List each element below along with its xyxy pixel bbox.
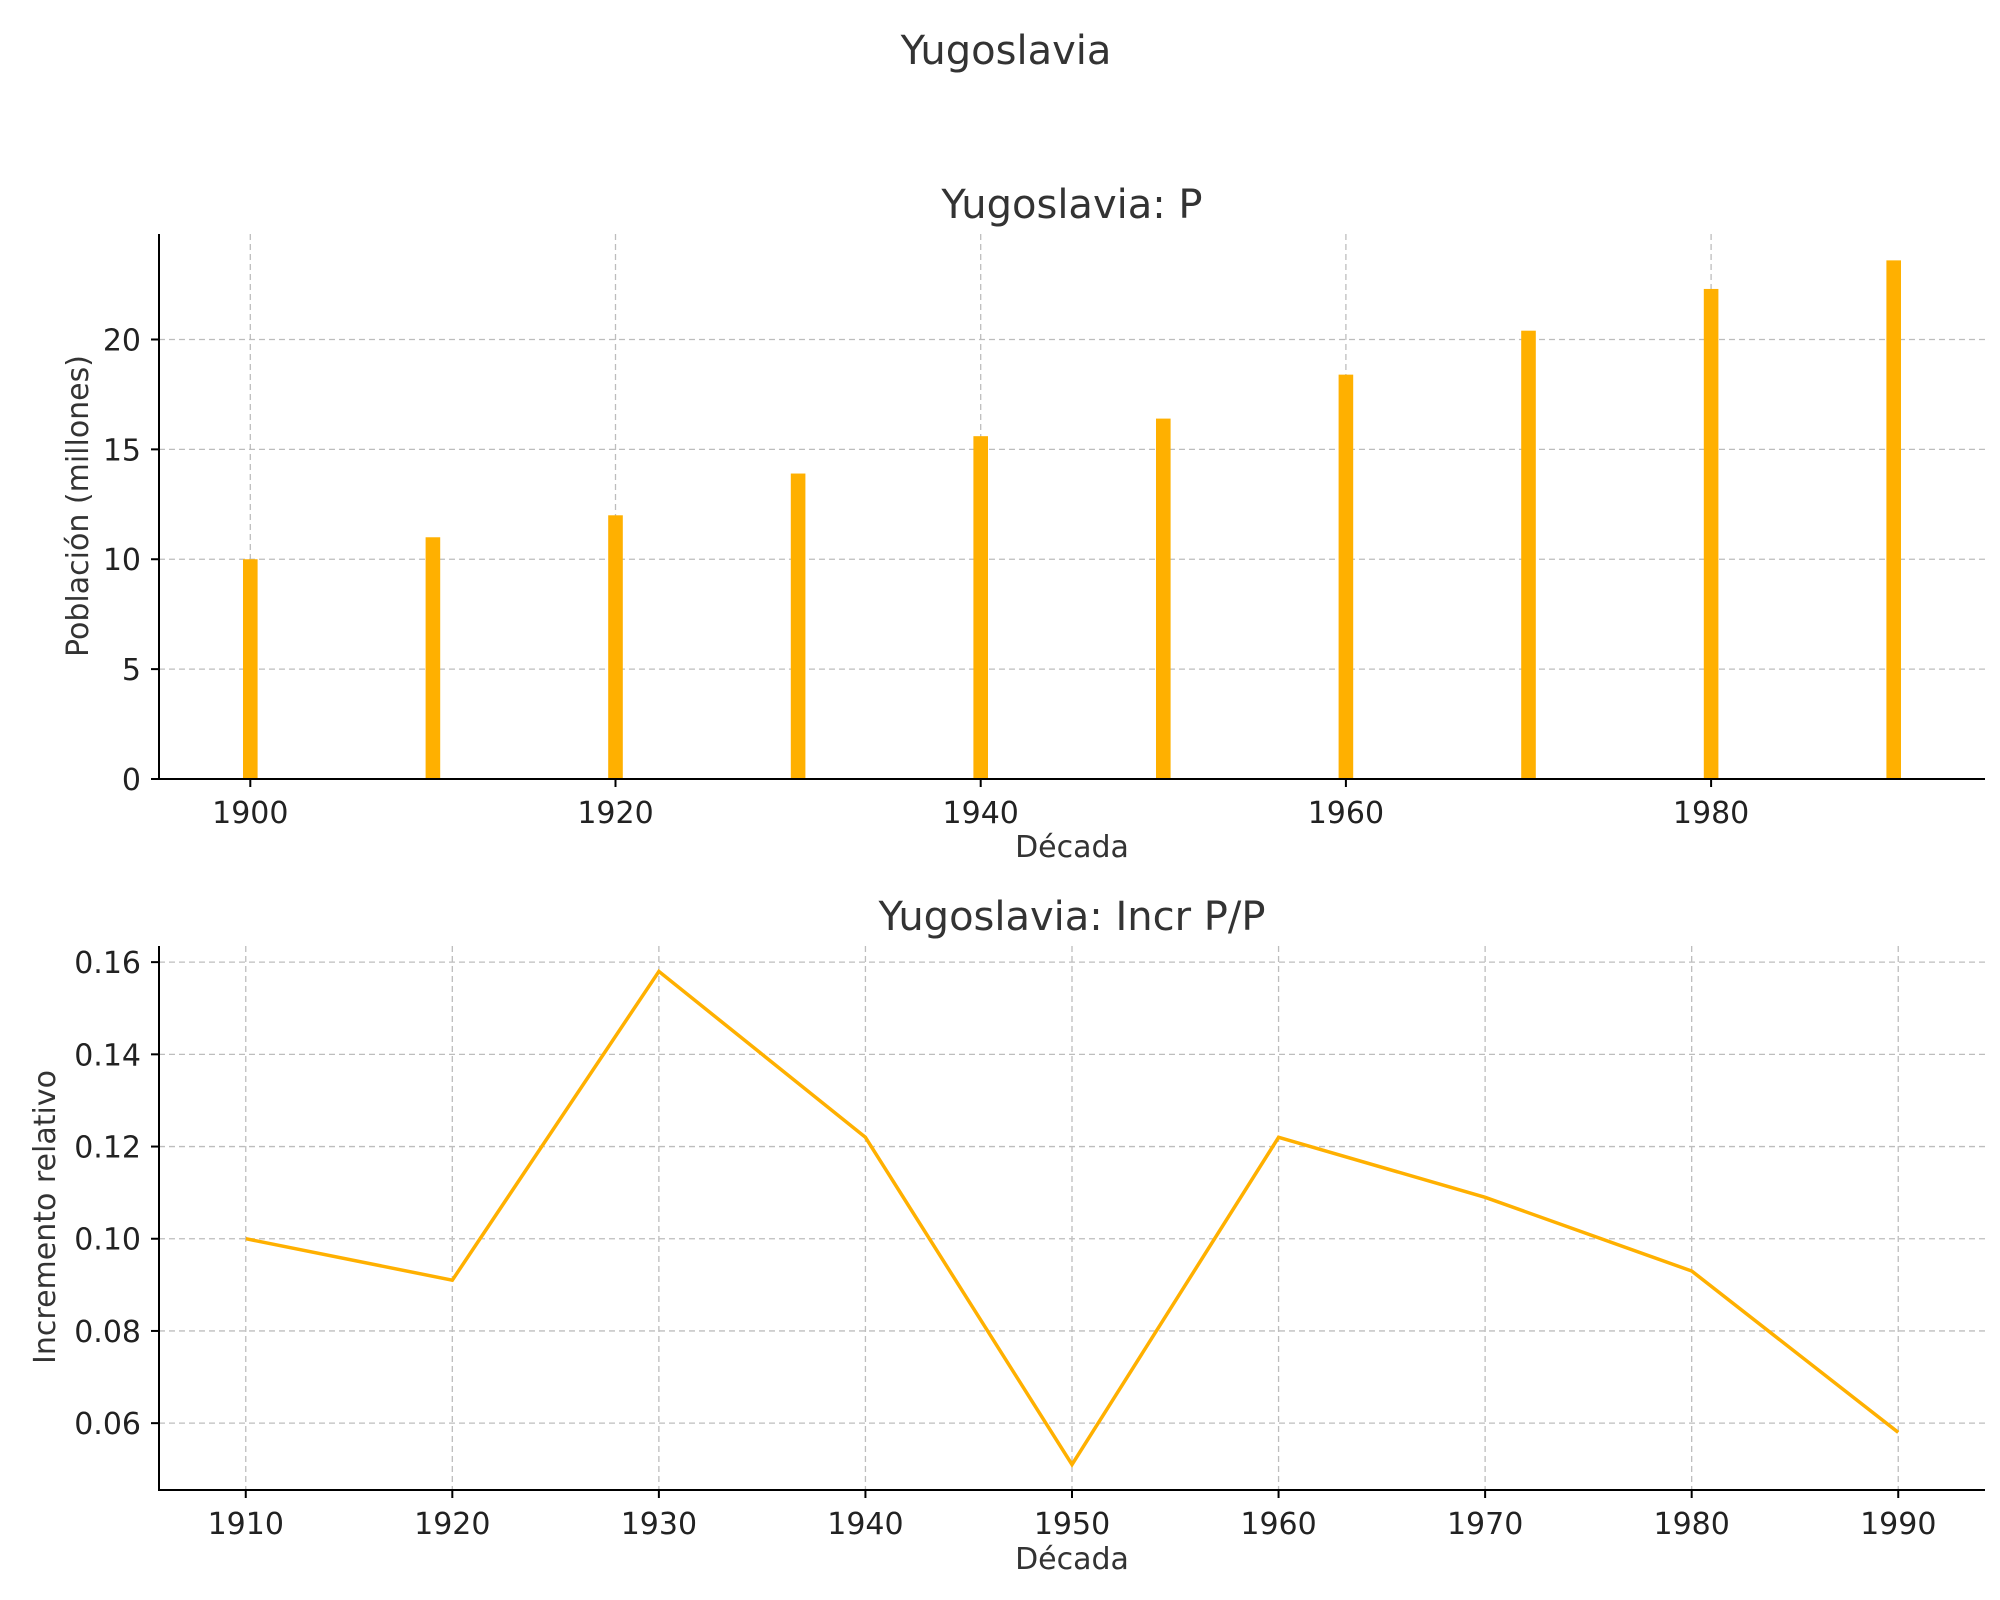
population-y-tick-label: 10 — [103, 543, 141, 578]
population-x-ticks: 1900 1920 1940 1960 1980 — [212, 779, 1749, 831]
increment-y-tick-label: 0.10 — [74, 1223, 141, 1258]
population-bar-1950 — [1155, 418, 1171, 779]
population-y-ticks: 0 5 10 15 20 — [103, 323, 159, 798]
population-x-tick-label: 1980 — [1673, 796, 1749, 831]
increment-y-tick-label: 0.12 — [74, 1131, 141, 1166]
increment-y-tick-label: 0.06 — [74, 1407, 141, 1442]
population-bar-1970 — [1521, 330, 1536, 779]
increment-grid — [159, 946, 1985, 1490]
increment-chart-title: Yugoslavia: Incr P/P — [877, 894, 1265, 940]
increment-x-tick-label: 1940 — [827, 1507, 903, 1542]
population-x-label: Década — [1015, 830, 1129, 865]
population-bar-1940 — [973, 436, 989, 779]
figure-title: Yugoslavia — [900, 28, 1112, 74]
increment-x-ticks: 1910 1920 1930 1940 1950 1960 1970 1980 1990 — [208, 1490, 1936, 1542]
relative-increment-line-chart: Yugoslavia: Incr P/P 1910 1920 1930 1940 195… — [28, 894, 1985, 1577]
population-y-tick-label: 0 — [122, 763, 141, 798]
increment-x-tick-label: 1920 — [414, 1507, 490, 1542]
increment-y-tick-label: 0.08 — [74, 1315, 141, 1350]
increment-y-label: Incremento relativo — [28, 1070, 63, 1364]
population-bars — [242, 260, 1902, 779]
population-bar-1920 — [608, 515, 623, 779]
increment-x-tick-label: 1930 — [621, 1507, 697, 1542]
population-bar-1980 — [1703, 288, 1719, 779]
population-x-tick-label: 1900 — [212, 796, 288, 831]
increment-series — [245, 968, 1900, 1468]
increment-y-ticks: 0.06 0.08 0.10 0.12 0.14 0.16 — [74, 946, 159, 1442]
increment-x-label: Década — [1015, 1542, 1129, 1577]
increment-x-tick-label: 1960 — [1240, 1507, 1316, 1542]
increment-x-tick-label: 1990 — [1860, 1507, 1936, 1542]
increment-x-tick-label: 1970 — [1447, 1507, 1523, 1542]
population-chart-title: Yugoslavia: P — [940, 182, 1202, 228]
increment-x-tick-label: 1910 — [208, 1507, 284, 1542]
population-x-tick-label: 1960 — [1308, 796, 1384, 831]
population-bar-chart: Yugoslavia: P 1900 1920 1940 1960 1980 0 5 10 1… — [61, 182, 1985, 865]
increment-y-tick-label: 0.16 — [74, 946, 141, 981]
population-bar-1900 — [242, 559, 258, 779]
population-y-tick-label: 15 — [103, 433, 141, 468]
population-bar-1960 — [1338, 374, 1354, 779]
population-y-label: Población (millones) — [61, 355, 96, 657]
population-bar-1910 — [425, 537, 441, 779]
population-y-tick-label: 5 — [122, 653, 141, 688]
population-y-tick-label: 20 — [103, 323, 141, 358]
increment-x-tick-label: 1980 — [1654, 1507, 1730, 1542]
population-bar-1930 — [790, 473, 806, 779]
population-x-tick-label: 1940 — [943, 796, 1019, 831]
increment-x-tick-label: 1950 — [1034, 1507, 1110, 1542]
population-x-tick-label: 1920 — [577, 796, 653, 831]
increment-y-tick-label: 0.14 — [74, 1038, 141, 1073]
population-bar-1990 — [1886, 260, 1902, 779]
